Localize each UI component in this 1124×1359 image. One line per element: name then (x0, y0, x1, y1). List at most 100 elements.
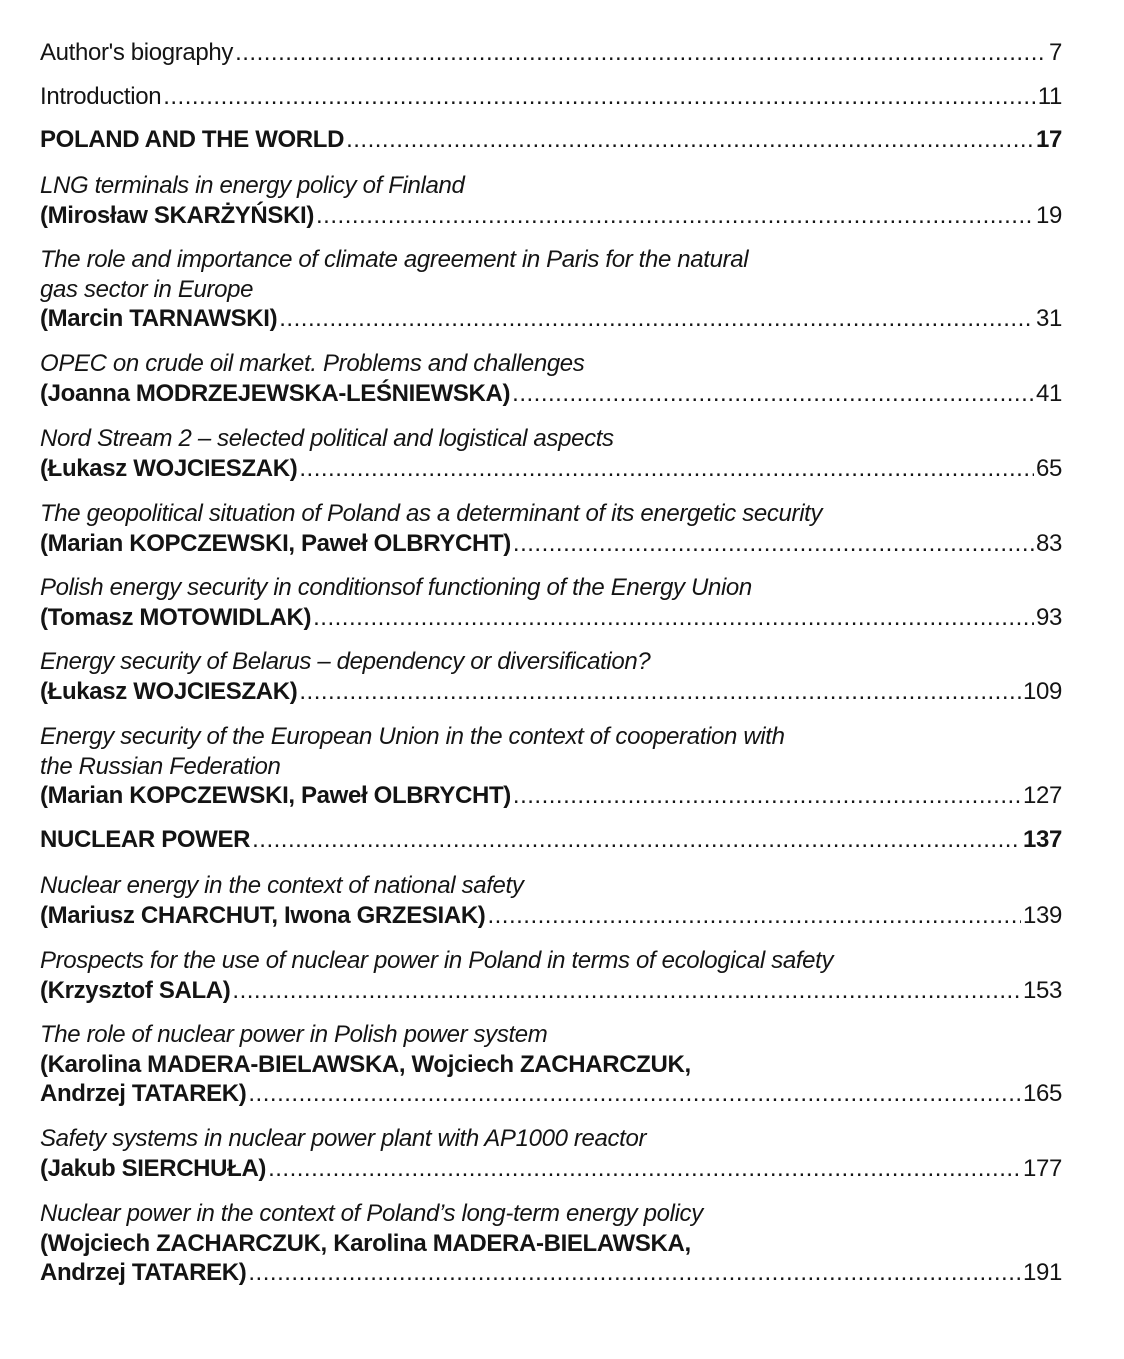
entry-last-line: (Mirosław SKARŻYŃSKI) 19 (40, 201, 1062, 231)
toc-entry: Energy security of the European Union in… (40, 722, 1062, 811)
entry-title: Nuclear power in the context of Poland’s… (40, 1200, 703, 1227)
entry-title: Nuclear energy in the context of nationa… (40, 872, 524, 899)
entry-authors: (Wojciech ZACHARCZUK, Karolina MADERA-BI… (40, 1229, 691, 1257)
section-heading: POLAND AND THE WORLD (40, 126, 345, 153)
page-number: 41 (1036, 379, 1062, 407)
entry-last-line: (Łukasz WOJCIESZAK) 109 (40, 677, 1062, 707)
entry-authors: (Marian KOPCZEWSKI, Paweł OLBRYCHT) (40, 782, 511, 810)
page-number: 165 (1023, 1080, 1062, 1108)
entry-authors: (Mirosław SKARŻYŃSKI) (40, 201, 315, 229)
entry-title: Prospects for the use of nuclear power i… (40, 947, 834, 974)
page-number: 93 (1036, 603, 1062, 631)
entry-authors: (Tomasz MOTOWIDLAK) (40, 603, 312, 631)
page-number: 191 (1023, 1259, 1062, 1287)
page-number: 31 (1036, 305, 1062, 333)
entry-authors: (Łukasz WOJCIESZAK) (40, 677, 298, 705)
toc-entry: Nuclear power in the context of Poland’s… (40, 1199, 1062, 1288)
entry-authors: (Jakub SIERCHUŁA) (40, 1154, 267, 1182)
toc-entry: Safety systems in nuclear power plant wi… (40, 1124, 1062, 1183)
entry-last-line: (Joanna MODRZEJEWSKA-LEŚNIEWSKA) 41 (40, 379, 1062, 409)
entry-title: OPEC on crude oil market. Problems and c… (40, 350, 585, 377)
page-number: 127 (1023, 782, 1062, 810)
dot-leader (163, 82, 1036, 112)
dot-leader (252, 825, 1021, 855)
entry-last-line: (Jakub SIERCHUŁA) 177 (40, 1154, 1062, 1184)
dot-leader (313, 603, 1034, 633)
entry-title: the Russian Federation (40, 752, 281, 780)
page-number: 11 (1037, 83, 1063, 110)
entry-authors: (Krzysztof SALA) (40, 976, 231, 1004)
dot-leader (299, 677, 1021, 707)
entry-authors: (Karolina MADERA-BIELAWSKA, Wojciech ZAC… (40, 1050, 691, 1078)
toc-entry: NUCLEAR POWER 137 (40, 825, 1062, 855)
toc-entry: POLAND AND THE WORLD 17 (40, 125, 1062, 155)
dot-leader (316, 201, 1034, 231)
entry-last-line: (Marcin TARNAWSKI) 31 (40, 304, 1062, 334)
entry-last-line: Introduction 11 (40, 82, 1062, 112)
entry-authors: (Mariusz CHARCHUT, Iwona GRZESIAK) (40, 901, 486, 929)
toc-entry: Nuclear energy in the context of nationa… (40, 871, 1062, 930)
toc-entry: Energy security of Belarus – dependency … (40, 647, 1062, 706)
entry-authors: Andrzej TATAREK) (40, 1080, 247, 1108)
entry-last-line: Author's biography 7 (40, 38, 1062, 68)
page-number: 139 (1023, 901, 1062, 929)
section-heading: NUCLEAR POWER (40, 826, 251, 853)
toc-entry: Nord Stream 2 – selected political and l… (40, 424, 1062, 483)
page-number: 65 (1036, 454, 1062, 482)
toc-entry: Polish energy security in conditionsof f… (40, 573, 1062, 632)
page-number: 17 (1036, 126, 1062, 153)
entry-last-line: (Tomasz MOTOWIDLAK) 93 (40, 603, 1062, 633)
entry-authors: (Marcin TARNAWSKI) (40, 305, 278, 333)
toc-entry: Author's biography 7 (40, 38, 1062, 68)
dot-leader (268, 1154, 1021, 1184)
entry-authors: (Łukasz WOJCIESZAK) (40, 454, 298, 482)
dot-leader (346, 125, 1034, 155)
toc-entry: The role and importance of climate agree… (40, 245, 1062, 334)
dot-leader (232, 976, 1021, 1006)
entry-title: The geopolitical situation of Poland as … (40, 500, 823, 527)
toc-entry: Introduction 11 (40, 82, 1062, 112)
entry-last-line: NUCLEAR POWER 137 (40, 825, 1062, 855)
entry-authors: (Marian KOPCZEWSKI, Paweł OLBRYCHT) (40, 529, 511, 557)
entry-last-line: POLAND AND THE WORLD 17 (40, 125, 1062, 155)
dot-leader (487, 901, 1021, 931)
page-number: 177 (1023, 1154, 1062, 1182)
entry-last-line: Andrzej TATAREK) 191 (40, 1258, 1062, 1288)
toc-entry: Prospects for the use of nuclear power i… (40, 946, 1062, 1005)
page-number: 7 (1049, 39, 1062, 66)
toc-entry: The role of nuclear power in Polish powe… (40, 1020, 1062, 1109)
page-number: 83 (1036, 529, 1062, 557)
entry-title: Safety systems in nuclear power plant wi… (40, 1125, 647, 1152)
page-number: 109 (1023, 677, 1062, 705)
dot-leader (512, 379, 1034, 409)
entry-authors: Andrzej TATAREK) (40, 1259, 247, 1287)
entry-last-line: (Mariusz CHARCHUT, Iwona GRZESIAK) 139 (40, 901, 1062, 931)
entry-last-line: (Krzysztof SALA) 153 (40, 976, 1062, 1006)
toc-entry: The geopolitical situation of Poland as … (40, 499, 1062, 558)
entry-title: Polish energy security in conditionsof f… (40, 574, 752, 601)
entry-title: Introduction (40, 83, 162, 110)
dot-leader (513, 781, 1021, 811)
entry-title: Energy security of the European Union in… (40, 723, 785, 750)
entry-last-line: (Marian KOPCZEWSKI, Paweł OLBRYCHT) 83 (40, 529, 1062, 559)
entry-title: Energy security of Belarus – dependency … (40, 648, 651, 675)
toc-entry: LNG terminals in energy policy of Finlan… (40, 171, 1062, 230)
entry-last-line: Andrzej TATAREK) 165 (40, 1079, 1062, 1109)
entry-last-line: (Marian KOPCZEWSKI, Paweł OLBRYCHT) 127 (40, 781, 1062, 811)
entry-authors: (Joanna MODRZEJEWSKA-LEŚNIEWSKA) (40, 379, 511, 407)
dot-leader (513, 529, 1034, 559)
entry-title: The role of nuclear power in Polish powe… (40, 1021, 548, 1048)
page-number: 19 (1036, 201, 1062, 229)
entry-title: gas sector in Europe (40, 275, 254, 303)
page-number: 153 (1023, 976, 1062, 1004)
dot-leader (279, 304, 1034, 334)
toc-entry: OPEC on crude oil market. Problems and c… (40, 349, 1062, 408)
entry-title: LNG terminals in energy policy of Finlan… (40, 172, 465, 199)
entry-title: Nord Stream 2 – selected political and l… (40, 425, 614, 452)
dot-leader (235, 38, 1047, 68)
dot-leader (299, 454, 1034, 484)
entry-title: Author's biography (40, 39, 234, 66)
entry-last-line: (Łukasz WOJCIESZAK) 65 (40, 454, 1062, 484)
dot-leader (248, 1258, 1021, 1288)
entry-title: The role and importance of climate agree… (40, 246, 749, 273)
